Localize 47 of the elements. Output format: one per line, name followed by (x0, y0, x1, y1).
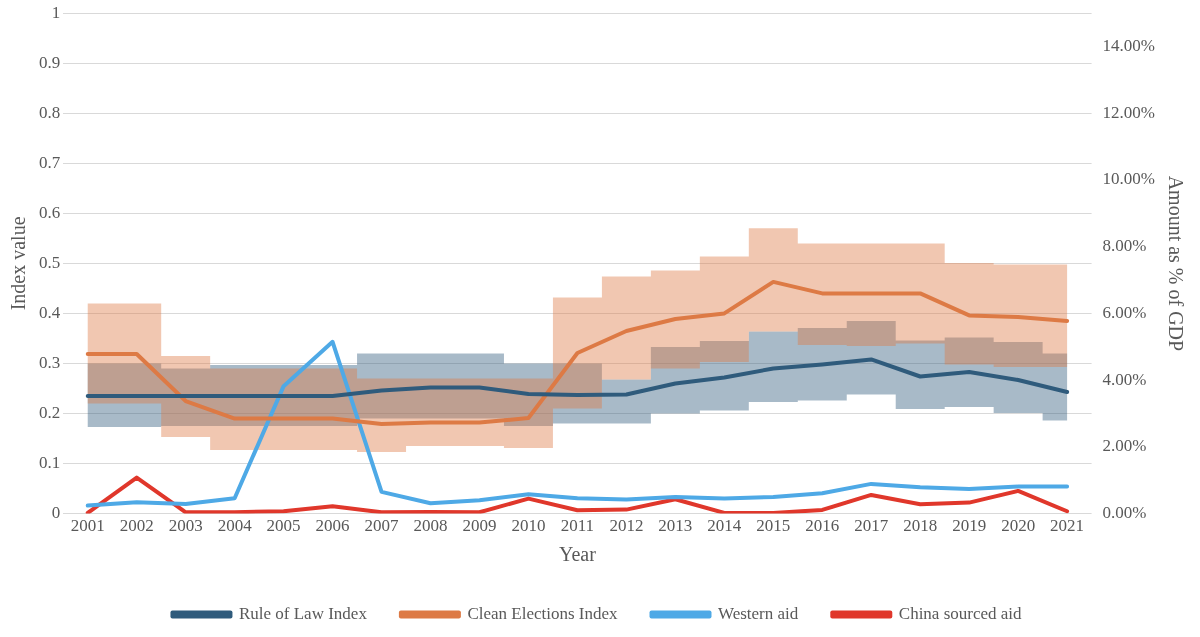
x-tick-label: 2016 (805, 516, 840, 536)
y2-tick-label: 4.00% (1102, 369, 1147, 389)
y2-tick-label: 12.00% (1102, 102, 1156, 122)
y-tick-label: 0.3 (39, 352, 61, 372)
y-tick-label: 0.8 (39, 102, 61, 122)
x-tick-label: 2002 (119, 516, 154, 536)
legend-label: Western aid (718, 603, 799, 623)
x-tick-label: 2010 (511, 516, 546, 536)
x-tick-label: 2006 (315, 516, 350, 536)
y-tick-label: 1 (51, 2, 61, 22)
x-tick-label: 2009 (462, 516, 497, 536)
y-tick-label: 0.9 (39, 52, 61, 72)
y-tick-label: 0.2 (39, 402, 61, 422)
x-tick-label: 2003 (168, 516, 203, 536)
y2-tick-label: 8.00% (1102, 236, 1147, 256)
y-tick-label: 0.1 (39, 453, 61, 473)
y-tick-label: 0.4 (39, 302, 61, 322)
y2-tick-label: 6.00% (1102, 302, 1147, 322)
y2-tick-label: 14.00% (1102, 36, 1156, 56)
y-tick-label: 0.5 (39, 252, 61, 272)
y-tick-label: 0.7 (39, 152, 61, 172)
legend-label: Rule of Law Index (238, 603, 368, 623)
x-axis-title: Year (558, 543, 597, 566)
legend-label: China sourced aid (898, 603, 1023, 623)
y2-tick-label: 0.00% (1102, 503, 1147, 523)
legend-label: Clean Elections Index (467, 603, 619, 623)
x-tick-label: 2021 (1050, 516, 1085, 536)
x-tick-label: 2007 (364, 516, 400, 536)
x-tick-label: 2012 (609, 516, 644, 536)
y-tick-label: 0 (51, 503, 61, 523)
y2-tick-label: 10.00% (1102, 169, 1156, 189)
x-tick-label: 2001 (70, 516, 105, 536)
x-tick-label: 2013 (658, 516, 693, 536)
y-axis-title: Index value (7, 216, 30, 311)
x-tick-label: 2004 (217, 516, 253, 536)
x-tick-label: 2019 (952, 516, 987, 536)
x-tick-label: 2011 (560, 516, 595, 536)
x-tick-label: 2017 (854, 516, 889, 536)
x-tick-label: 2018 (903, 516, 938, 536)
x-tick-label: 2014 (707, 516, 742, 536)
x-tick-label: 2015 (756, 516, 791, 536)
x-tick-label: 2020 (1001, 516, 1036, 536)
y-tick-label: 0.6 (39, 202, 61, 222)
y2-tick-label: 2.00% (1102, 436, 1147, 456)
x-tick-label: 2008 (413, 516, 448, 536)
y2-axis-title: Amount as % of GDP (1164, 175, 1187, 352)
x-tick-label: 2005 (266, 516, 301, 536)
